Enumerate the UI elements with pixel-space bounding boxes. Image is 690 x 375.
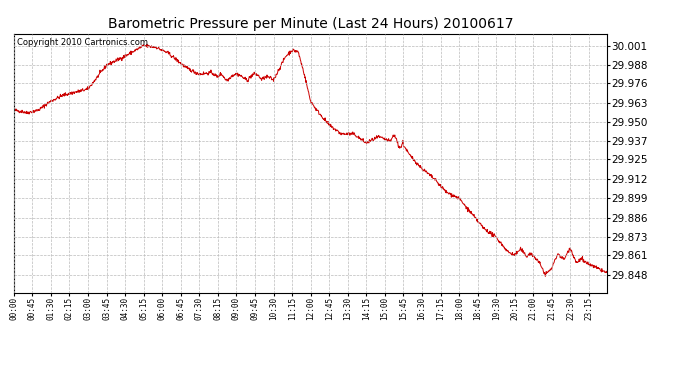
Title: Barometric Pressure per Minute (Last 24 Hours) 20100617: Barometric Pressure per Minute (Last 24 … (108, 17, 513, 31)
Text: Copyright 2010 Cartronics.com: Copyright 2010 Cartronics.com (17, 38, 148, 46)
